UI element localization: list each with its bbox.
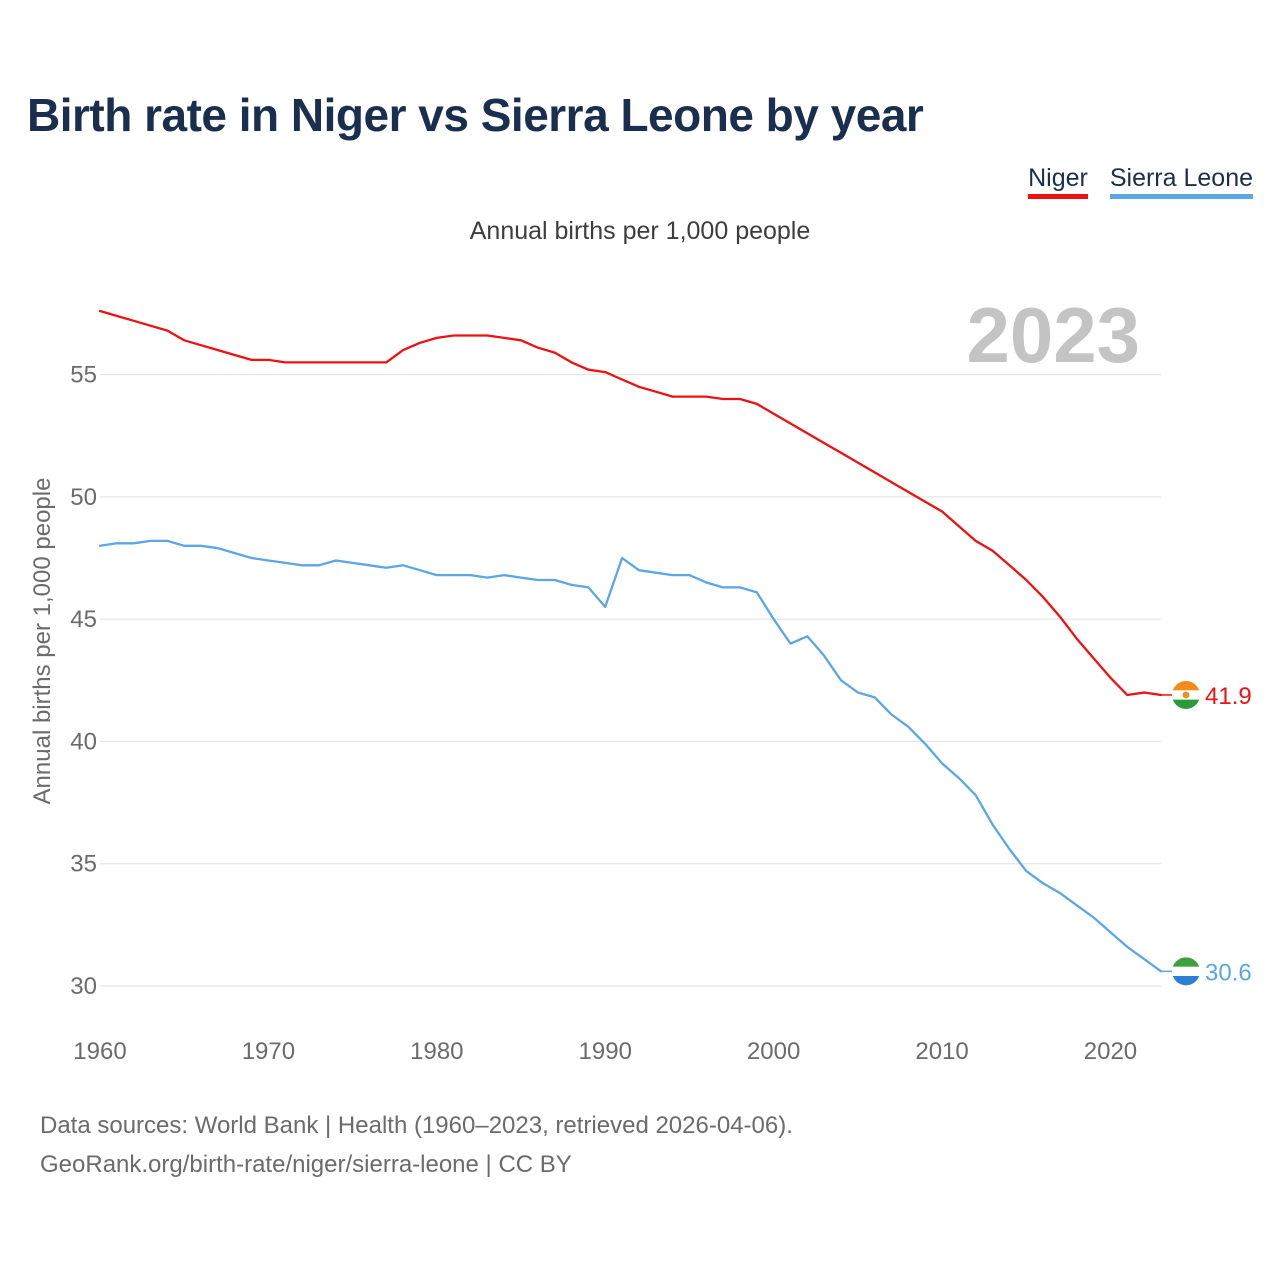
x-tick-label: 2000 — [747, 1038, 800, 1065]
y-axis-ticks: 30 35 40 45 50 55 — [70, 362, 97, 1000]
legend-item-sierra-leone[interactable]: Sierra Leone — [1109, 164, 1253, 199]
gridlines — [100, 373, 1161, 987]
series-lines — [98, 309, 1163, 973]
sierra-leone-flag-icon — [1172, 957, 1200, 986]
y-axis-label: Annual births per 1,000 people — [29, 478, 56, 805]
end-value-label: 30.6 — [1205, 959, 1252, 986]
x-axis-ticks: 1960 1970 1980 1990 2000 2010 2020 — [73, 1038, 1137, 1065]
year-label: 2023 — [966, 291, 1140, 379]
y-tick-label: 45 — [70, 606, 97, 633]
y-tick-label: 55 — [70, 362, 97, 389]
footer: Data sources: World Bank | Health (1960–… — [40, 1106, 793, 1184]
chart-title: Birth rate in Niger vs Sierra Leone by y… — [27, 89, 924, 141]
legend-item-niger[interactable]: Niger — [1028, 164, 1088, 199]
y-tick-label: 30 — [70, 973, 97, 1000]
niger-flag-icon — [1172, 680, 1200, 709]
line-chart: 30 35 40 45 50 55 1960 1970 1980 1990 2000 2010 202… — [29, 291, 1252, 1065]
series-line-sierra-leone[interactable] — [98, 539, 1163, 973]
y-tick-label: 50 — [70, 484, 97, 511]
x-tick-label: 1980 — [410, 1038, 463, 1065]
legend: Niger Sierra Leone — [1028, 164, 1253, 199]
x-tick-label: 2020 — [1084, 1038, 1137, 1065]
source-note: Data sources: World Bank | Health (1960–… — [40, 1112, 793, 1139]
series-line-niger[interactable] — [98, 309, 1163, 697]
y-tick-label: 35 — [70, 851, 97, 878]
end-markers: 41.9 30.6 — [1161, 680, 1252, 986]
chart-subtitle: Annual births per 1,000 people — [469, 217, 811, 245]
x-tick-label: 1990 — [579, 1038, 632, 1065]
x-tick-label: 1960 — [73, 1038, 126, 1065]
source-link[interactable]: GeoRank.org/birth-rate/niger/sierra-leon… — [40, 1151, 572, 1178]
x-tick-label: 2010 — [915, 1038, 968, 1065]
x-tick-label: 1970 — [242, 1038, 295, 1065]
y-tick-label: 40 — [70, 728, 97, 755]
end-value-label: 41.9 — [1205, 683, 1252, 710]
